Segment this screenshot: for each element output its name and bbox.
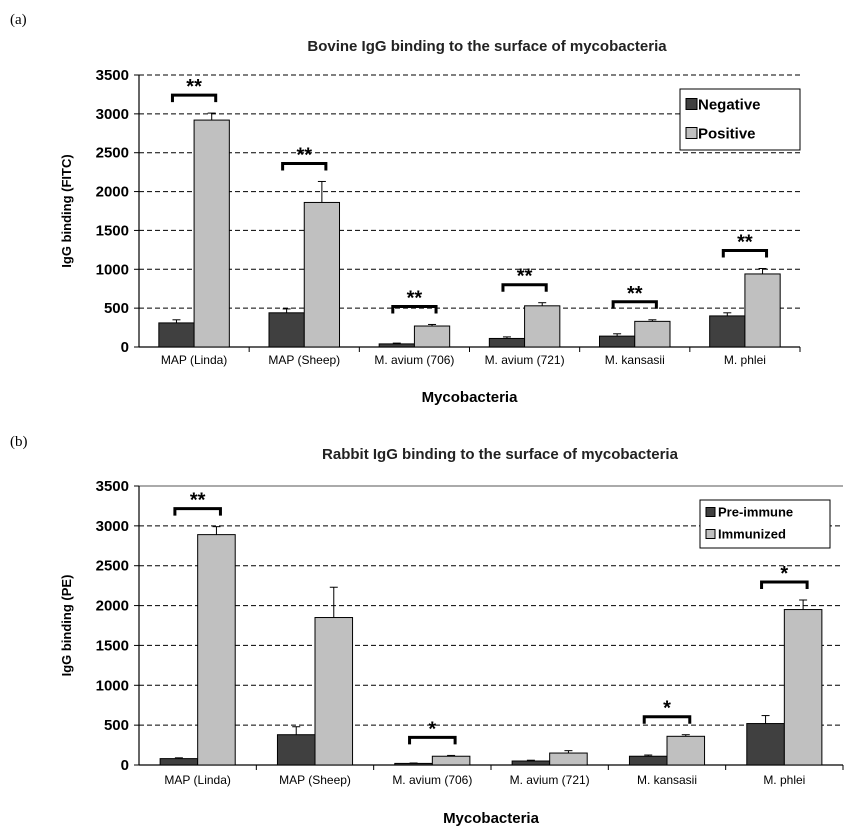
significance-bracket — [501, 283, 548, 292]
y-tick-label: 0 — [121, 339, 129, 356]
legend-swatch — [685, 98, 698, 110]
x-axis-label: Mycobacteria — [443, 810, 540, 827]
significance-label: ** — [627, 283, 643, 305]
bar-immunized — [431, 755, 471, 766]
y-tick-label: 500 — [104, 717, 129, 734]
bar-pre-immune — [511, 760, 551, 766]
y-tick-label: 3000 — [96, 518, 129, 535]
legend-swatch — [685, 127, 698, 139]
y-tick-label: 1000 — [96, 261, 129, 278]
significance-bracket — [721, 249, 769, 258]
legend-swatch — [705, 529, 716, 539]
significance-bracket — [173, 507, 222, 516]
chart-b: (b) Rabbit IgG binding to the surface of … — [10, 434, 844, 827]
y-tick-label: 2000 — [96, 598, 129, 615]
panel-label: (b) — [10, 434, 28, 450]
significance-label: * — [780, 563, 788, 585]
significance-bracket — [170, 93, 218, 103]
significance-bracket — [611, 300, 658, 309]
y-tick-label: 500 — [104, 300, 129, 317]
significance-label: ** — [296, 144, 312, 166]
significance-label: ** — [186, 76, 202, 98]
bar-pre-immune — [394, 762, 433, 766]
y-tick-label: 0 — [121, 757, 129, 774]
y-tick-label: 2500 — [96, 145, 129, 162]
bar-negative — [488, 337, 526, 348]
y-tick-label: 2000 — [96, 184, 129, 201]
x-tick-label: M. phlei — [763, 773, 805, 787]
bar-negative — [158, 322, 195, 348]
bar-positive — [413, 325, 451, 348]
y-tick-label: 3000 — [96, 106, 129, 123]
bar-pre-immune — [628, 755, 668, 766]
significance-bracket — [408, 735, 457, 745]
bar-positive — [524, 305, 561, 348]
significance-bracket — [391, 304, 438, 314]
bar-positive — [634, 320, 671, 348]
chart-title: Bovine IgG binding to the surface of myc… — [307, 38, 667, 55]
chart-title: Rabbit IgG binding to the surface of myc… — [322, 446, 679, 463]
legend-label: Negative — [698, 96, 761, 113]
bar-immunized — [666, 735, 706, 766]
y-tick-label: 3500 — [96, 478, 129, 495]
significance-bracket — [760, 580, 809, 589]
significance-label: * — [663, 698, 671, 720]
legend-swatch — [705, 507, 716, 517]
y-tick-label: 3500 — [96, 67, 129, 84]
bar-immunized — [783, 609, 823, 766]
legend-label: Immunized — [718, 527, 786, 542]
x-tick-label: M. avium (706) — [374, 353, 454, 367]
significance-label: ** — [407, 287, 423, 309]
panel-label: (a) — [10, 12, 27, 28]
legend-label: Positive — [698, 125, 756, 142]
significance-bracket — [281, 161, 328, 171]
x-tick-label: M. avium (706) — [392, 773, 472, 787]
legend-box — [679, 88, 801, 151]
bar-positive — [303, 201, 341, 348]
significance-label: ** — [517, 266, 533, 288]
y-tick-label: 1500 — [96, 222, 129, 239]
legend-box — [699, 499, 831, 549]
bar-pre-immune — [276, 734, 316, 766]
y-axis-label: IgG binding (PE) — [59, 575, 74, 677]
y-tick-label: 1000 — [96, 677, 129, 694]
x-tick-label: M. kansasii — [605, 353, 665, 367]
x-tick-label: M. kansasii — [637, 773, 697, 787]
bar-negative — [598, 335, 636, 348]
x-tick-label: MAP (Linda) — [161, 353, 227, 367]
significance-bracket — [642, 715, 692, 724]
bar-negative — [378, 343, 415, 348]
x-tick-label: MAP (Linda) — [164, 773, 230, 787]
y-tick-label: 2500 — [96, 558, 129, 575]
x-tick-label: MAP (Sheep) — [268, 353, 340, 367]
chart-a: (a) Bovine IgG binding to the surface of … — [10, 12, 801, 406]
x-tick-label: M. phlei — [724, 353, 766, 367]
x-tick-label: M. avium (721) — [485, 353, 565, 367]
y-axis-label: IgG binding (FITC) — [59, 154, 74, 267]
x-tick-label: M. avium (721) — [510, 773, 590, 787]
bar-negative — [268, 312, 305, 348]
bar-positive — [193, 119, 230, 348]
bar-immunized — [549, 752, 588, 766]
bar-pre-immune — [746, 723, 785, 766]
significance-label: * — [428, 718, 436, 740]
y-tick-label: 1500 — [96, 637, 129, 654]
bar-pre-immune — [159, 758, 199, 766]
significance-label: ** — [737, 232, 753, 254]
significance-label: ** — [190, 490, 206, 512]
bar-immunized — [314, 617, 354, 766]
x-axis-label: Mycobacteria — [422, 389, 519, 406]
x-tick-label: MAP (Sheep) — [279, 773, 351, 787]
bar-immunized — [197, 534, 236, 766]
bar-positive — [744, 273, 781, 348]
bar-negative — [709, 315, 746, 348]
legend-label: Pre-immune — [718, 505, 793, 520]
